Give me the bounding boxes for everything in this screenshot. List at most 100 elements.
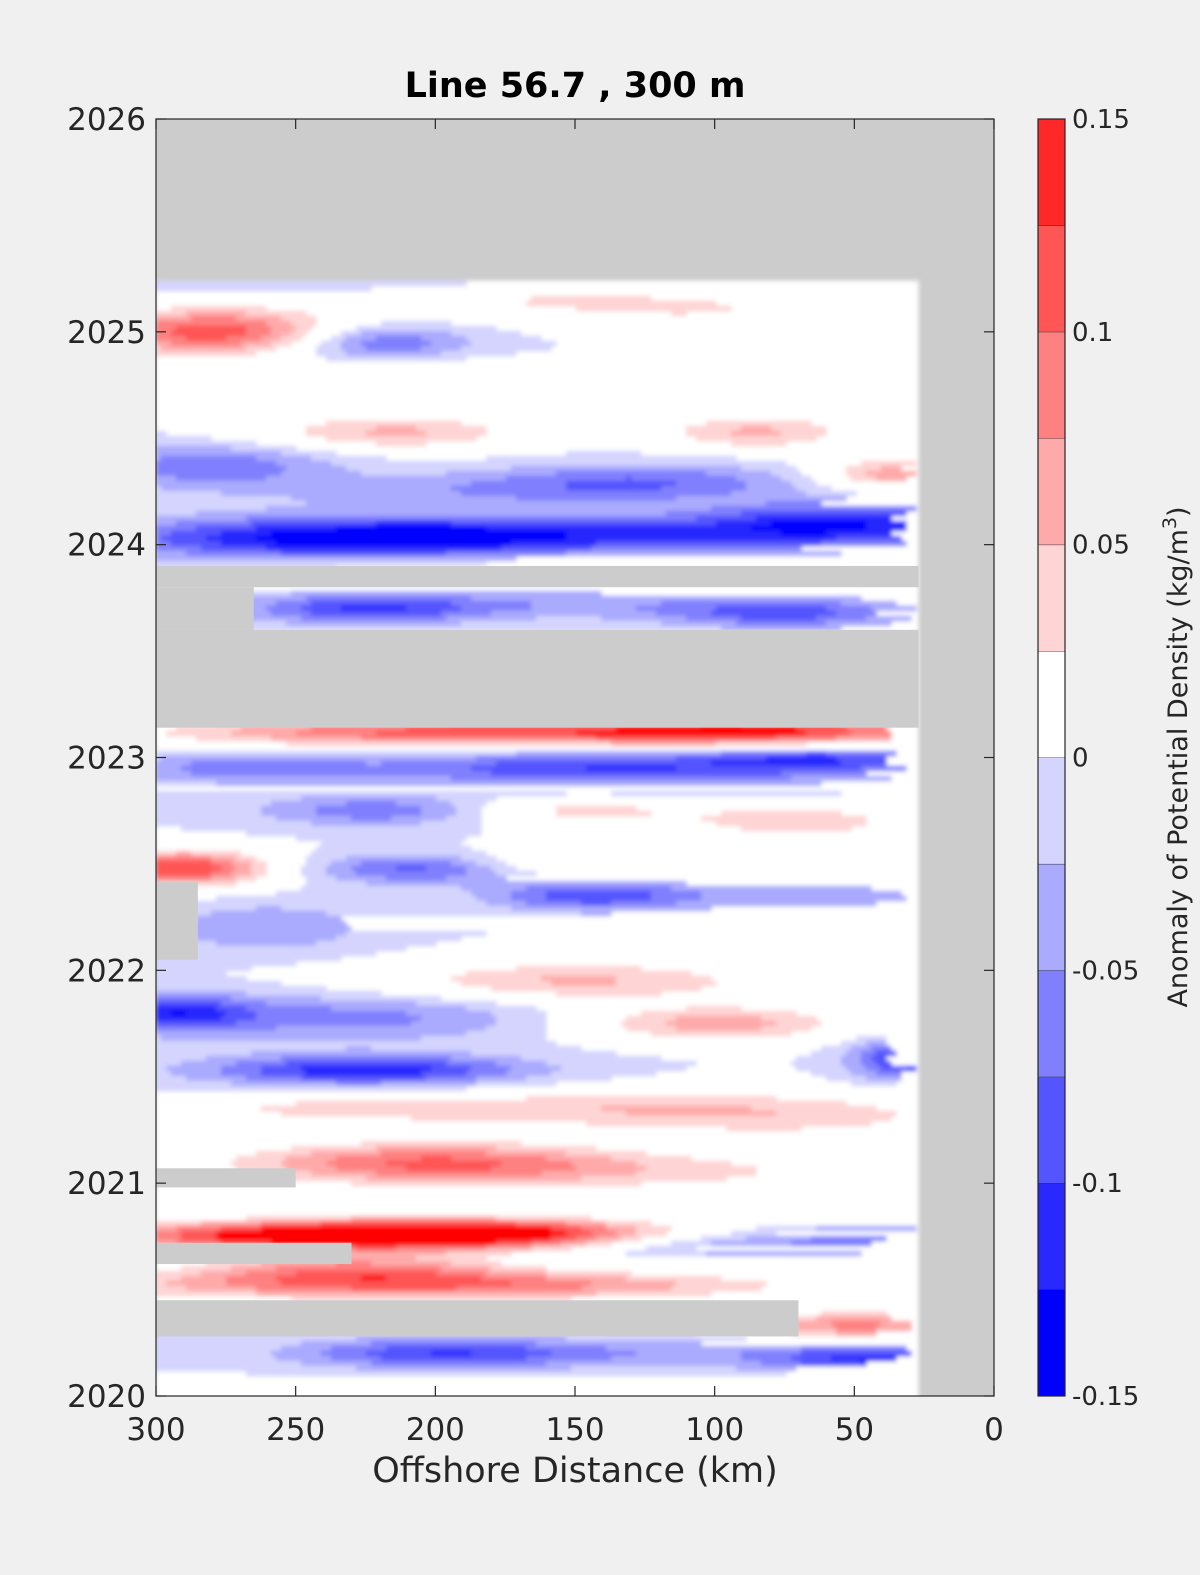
heatmap-cell — [461, 345, 552, 352]
heatmap-cell — [736, 620, 827, 627]
heatmap-cell — [156, 900, 487, 907]
heatmap-cell — [526, 1345, 607, 1352]
heatmap-cell — [461, 605, 532, 612]
colorbar-unit: kg/m — [1163, 529, 1194, 597]
heatmap-cell — [421, 820, 482, 827]
heatmap-cell — [576, 1165, 647, 1172]
heatmap-cell — [331, 460, 787, 467]
heatmap-cell — [556, 470, 707, 477]
heatmap-cell — [861, 1050, 877, 1057]
heatmap-cell — [386, 1345, 527, 1352]
heatmap-cell — [701, 890, 902, 897]
y-tick-label: 2022 — [67, 953, 146, 989]
heatmap-cell — [221, 540, 277, 547]
heatmap-cell — [306, 875, 337, 882]
heatmap-cell — [156, 500, 307, 507]
heatmap-cell — [796, 1325, 837, 1332]
heatmap-cell — [471, 1350, 552, 1357]
heatmap-cell — [156, 285, 372, 292]
heatmap-cell — [496, 1145, 597, 1152]
heatmap-cell — [576, 730, 807, 737]
heatmap-cell — [876, 1060, 892, 1067]
heatmap-cell — [166, 1280, 227, 1287]
heatmap-cell — [246, 310, 307, 317]
no-data-gap — [156, 1300, 799, 1337]
no-data-gap — [156, 1168, 296, 1188]
colorbar-frame — [1037, 118, 1066, 1397]
heatmap-cell — [346, 1045, 372, 1052]
heatmap-cell — [286, 1175, 367, 1182]
heatmap-cell — [221, 1225, 262, 1232]
heatmap-cell — [256, 905, 282, 912]
heatmap-cell — [236, 875, 257, 882]
heatmap-cell — [861, 1055, 872, 1062]
heatmap-cell — [381, 760, 497, 767]
heatmap-cell — [286, 465, 347, 472]
heatmap-cell — [341, 605, 407, 612]
heatmap-cell — [311, 610, 442, 617]
heatmap-cell — [596, 540, 822, 547]
heatmap-cell — [156, 440, 257, 447]
heatmap-cell — [451, 975, 542, 982]
heatmap-cell — [516, 495, 677, 502]
heatmap-cell — [296, 1100, 847, 1107]
heatmap-cell — [596, 1235, 622, 1242]
heatmap-cell — [306, 880, 367, 887]
heatmap-cell — [156, 1220, 202, 1227]
heatmap-cell — [626, 1110, 777, 1117]
heatmap-cell — [671, 885, 872, 892]
heatmap-cell — [436, 795, 497, 802]
heatmap-cell — [731, 490, 807, 497]
heatmap-cell — [636, 1160, 732, 1167]
heatmap-cell — [376, 520, 452, 527]
heatmap-cell — [326, 1160, 387, 1167]
heatmap-cell — [156, 345, 162, 352]
heatmap-cell — [156, 975, 247, 982]
heatmap-cell — [276, 540, 512, 547]
heatmap-cell — [601, 1105, 752, 1112]
heatmap-cell — [216, 1230, 567, 1237]
heatmap-cell — [236, 1060, 287, 1067]
heatmap-cell — [156, 490, 222, 497]
heatmap-cell — [656, 610, 712, 617]
heatmap-cell — [836, 755, 887, 762]
heatmap-cell — [291, 320, 317, 327]
heatmap-cell — [826, 530, 892, 537]
heatmap-cell — [851, 475, 877, 482]
heatmap-cell — [256, 455, 312, 462]
heatmap-cell — [231, 600, 277, 607]
heatmap-cell — [156, 760, 192, 767]
heatmap-cell — [231, 445, 297, 452]
heatmap-cell — [381, 1080, 477, 1087]
heatmap-cell — [826, 750, 897, 757]
heatmap-cell — [246, 1370, 787, 1377]
heatmap-cell — [246, 1215, 352, 1222]
heatmap-cell — [676, 495, 847, 502]
heatmap-cell — [266, 1000, 417, 1007]
heatmap-cell — [251, 595, 307, 602]
heatmap-cell — [486, 1270, 547, 1277]
colorbar-label-text: Anomaly of Potential Density — [1163, 616, 1194, 1007]
heatmap-cell — [216, 895, 477, 902]
heatmap-cell — [171, 330, 247, 337]
heatmap-cell — [336, 1165, 407, 1172]
heatmap-cell — [286, 620, 462, 627]
heatmap-cell — [286, 1060, 447, 1067]
heatmap-cell — [241, 725, 312, 732]
heatmap-cell — [721, 810, 842, 817]
heatmap-cell — [181, 1060, 237, 1067]
heatmap-cell — [186, 550, 282, 557]
heatmap-cell — [161, 1035, 422, 1042]
heatmap-cell — [306, 860, 332, 867]
heatmap-cell — [621, 1235, 642, 1242]
heatmap-cell — [156, 875, 212, 882]
heatmap-cell — [301, 615, 447, 622]
heatmap-cell — [221, 1070, 262, 1077]
heatmap-cell — [176, 325, 247, 332]
heatmap-cell — [846, 465, 882, 472]
heatmap-cell — [246, 515, 697, 522]
heatmap-cell — [356, 1365, 572, 1372]
heatmap-cell — [346, 930, 487, 937]
heatmap-cell — [616, 980, 717, 987]
heatmap-cell — [336, 525, 487, 532]
